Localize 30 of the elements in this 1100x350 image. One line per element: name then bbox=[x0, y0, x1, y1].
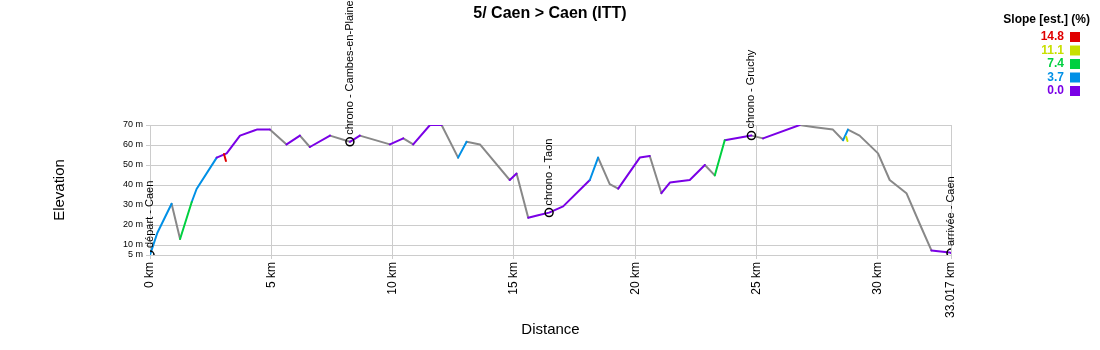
legend-label: 3.7 bbox=[1047, 69, 1065, 84]
x-axis-title: Distance bbox=[521, 320, 580, 338]
y-tick-label: 10 m bbox=[122, 239, 143, 250]
legend-label: 14.8 bbox=[1040, 29, 1065, 44]
y-tick-label: 5 m bbox=[127, 249, 143, 260]
y-tick-label: 70 m bbox=[122, 119, 143, 130]
x-tick-label: 25 km bbox=[748, 262, 763, 295]
x-tick-label: 15 km bbox=[506, 262, 521, 295]
y-tick-label: 20 m bbox=[122, 219, 143, 230]
legend-title: Slope [est.] (%) bbox=[1003, 12, 1090, 27]
y-tick-label: 50 m bbox=[122, 159, 143, 170]
x-tick-label: 30 km bbox=[870, 262, 885, 295]
annotation: départ - Caen bbox=[143, 180, 156, 248]
x-tick-label: 0 km bbox=[142, 262, 157, 289]
x-tick-label: 10 km bbox=[384, 262, 399, 295]
y-tick-label: 40 m bbox=[122, 179, 143, 190]
x-tick-label: 20 km bbox=[627, 262, 642, 295]
annotation: chrono - Taon bbox=[542, 138, 555, 206]
annotation: arrivée - Caen bbox=[944, 176, 957, 246]
y-tick-label: 60 m bbox=[122, 139, 143, 150]
annotation: chrono - Cambes-en-Plaine bbox=[342, 0, 355, 135]
y-axis-title: Elevation bbox=[50, 159, 68, 221]
x-tick-label: 5 km bbox=[263, 262, 278, 289]
legend-label: 0.0 bbox=[1047, 83, 1065, 98]
chart-title: 5/ Caen > Caen (ITT) bbox=[473, 4, 627, 22]
y-tick-label: 30 m bbox=[122, 199, 143, 210]
annotation: chrono - Gruchy bbox=[744, 49, 757, 129]
legend-label: 11.1 bbox=[1041, 42, 1065, 57]
legend-label: 7.4 bbox=[1047, 56, 1065, 71]
x-tick-label: 33.017 km bbox=[943, 262, 958, 319]
